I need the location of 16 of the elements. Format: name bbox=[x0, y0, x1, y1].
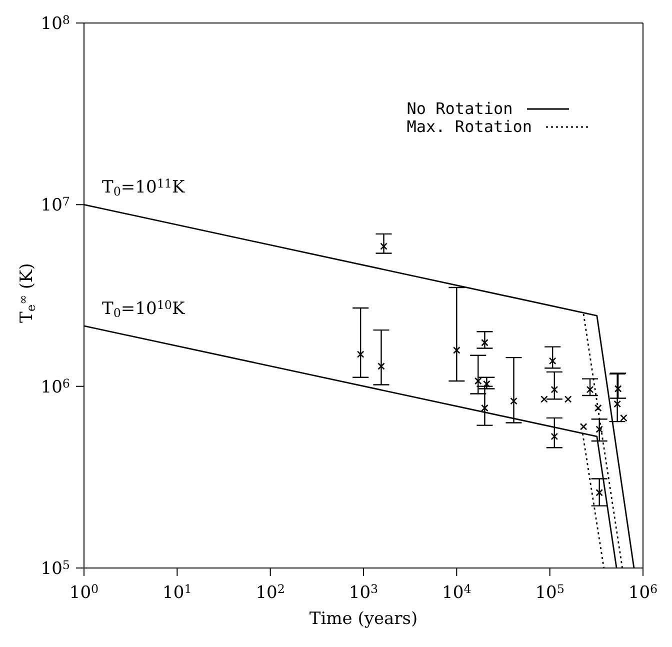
y-tick-label: 10$^{8}$ bbox=[40, 12, 70, 34]
y-tick-label: 10$^{5}$ bbox=[40, 558, 70, 579]
legend-label: No Rotation bbox=[406, 99, 513, 118]
y-tick-label: 10$^{7}$ bbox=[40, 194, 70, 216]
x-axis-title: Time (years) bbox=[309, 609, 418, 629]
y-tick-label: 10$^{6}$ bbox=[40, 376, 70, 398]
x-tick-label: 10$^{6}$ bbox=[628, 582, 658, 603]
x-tick-label: 10$^{5}$ bbox=[535, 582, 564, 603]
x-tick-label: 10$^{4}$ bbox=[442, 582, 472, 603]
x-tick-label: 10$^{0}$ bbox=[69, 582, 99, 603]
x-tick-label: 10$^{1}$ bbox=[162, 582, 192, 603]
annotation: T$_{0}$=10$^{11}$K bbox=[102, 176, 185, 199]
x-tick-label: 10$^{3}$ bbox=[348, 582, 378, 603]
legend-label: Max. Rotation bbox=[406, 117, 532, 136]
x-tick-label: 10$^{2}$ bbox=[256, 582, 285, 603]
annotation: T$_{0}$=10$^{10}$K bbox=[102, 298, 185, 320]
